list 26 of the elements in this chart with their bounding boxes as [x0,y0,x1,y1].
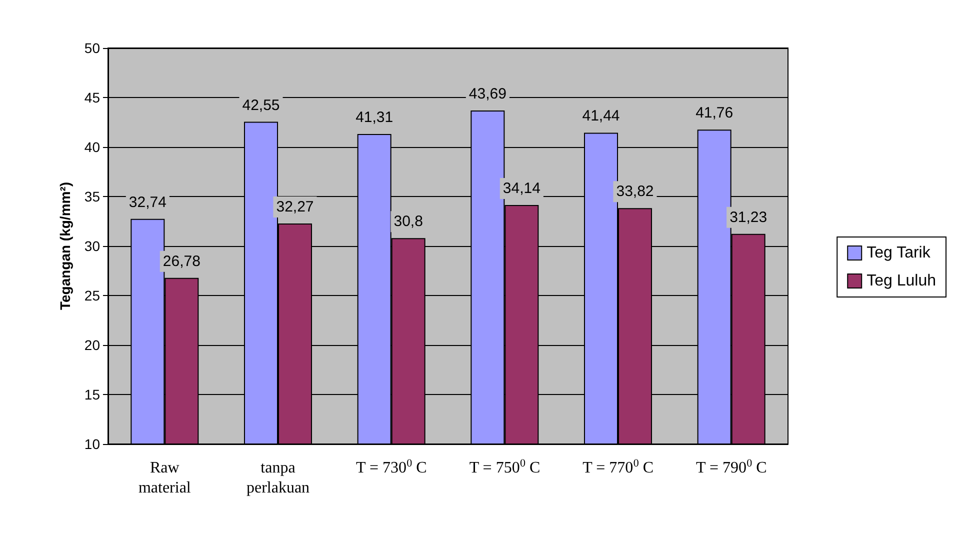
data-label: 41,44 [582,108,620,125]
legend-label: Teg Tarik [866,244,932,262]
y-tick-label: 40 [84,139,100,155]
legend-label: Teg Luluh [866,272,936,290]
y-tick-label: 30 [84,238,100,254]
y-tick-label: 35 [84,188,100,204]
data-label: 43,69 [468,85,506,102]
x-tick-label: tanpa perlakuan [246,460,310,496]
y-axis-title: Tegangan (kg/mm²) [57,182,73,310]
y-tick-label: 20 [84,337,100,353]
data-label: 30,8 [394,213,423,230]
data-label: 26,78 [162,252,200,270]
data-label: 41,31 [356,109,394,126]
x-tick-label: Raw material [138,460,192,496]
data-label: 32,27 [276,198,314,216]
y-tick-label: 50 [84,40,100,56]
data-label: 33,82 [616,183,654,200]
data-label: 34,14 [502,180,540,198]
y-tick-label: 25 [84,288,100,304]
data-label: 41,76 [696,104,734,122]
data-label: 42,55 [242,96,280,114]
y-tick-label: 10 [84,436,100,452]
data-label: 31,23 [730,208,768,226]
y-tick-label: 45 [84,90,100,106]
y-tick-label: 15 [84,386,100,402]
data-label: 32,74 [128,194,166,211]
